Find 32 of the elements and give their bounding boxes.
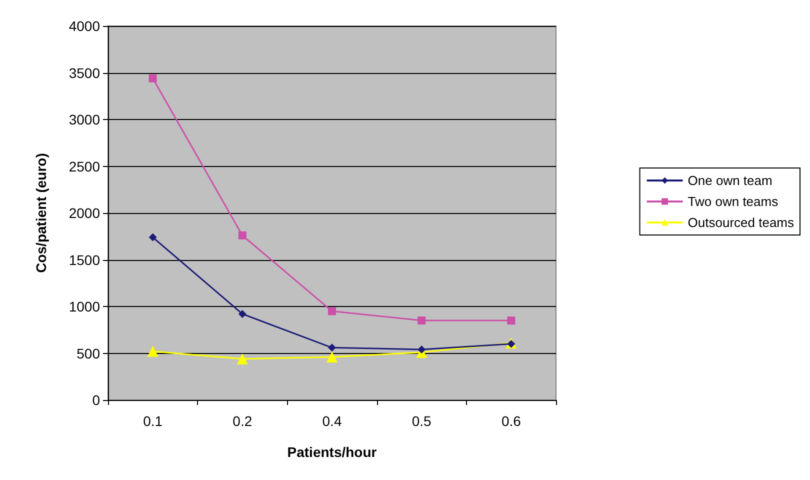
y-tick-label: 500 — [76, 345, 100, 362]
point — [147, 346, 158, 357]
point — [328, 307, 336, 316]
point — [326, 351, 338, 362]
x-tick-label: 0.4 — [322, 413, 342, 429]
legend-label: Two own teams — [688, 194, 779, 209]
point — [148, 233, 157, 242]
y-tick-label: 4000 — [68, 18, 100, 34]
point — [507, 340, 516, 348]
y-tick-label: 1000 — [68, 298, 100, 314]
y-tick-label: 1500 — [68, 252, 100, 268]
y-tick-label: 2000 — [68, 205, 100, 221]
legend-label: One own team — [688, 173, 772, 188]
point — [148, 74, 157, 82]
y-tick-label: 2500 — [68, 158, 100, 174]
x-axis-title: Patients/hour — [287, 444, 378, 460]
point — [238, 231, 246, 240]
y-tick-label: 3000 — [68, 112, 100, 128]
y-tick-label: 0 — [92, 392, 100, 408]
legend-label: Outsourced teams — [688, 215, 794, 230]
point — [418, 346, 426, 354]
y-tick-label: 3500 — [68, 64, 100, 81]
point — [418, 316, 426, 325]
x-tick-label: 0.6 — [501, 413, 522, 429]
y-axis-title: Cos/patient (euro) — [33, 153, 49, 273]
point — [236, 353, 248, 364]
point — [507, 316, 516, 325]
x-tick-label: 0.1 — [143, 413, 163, 429]
point — [328, 344, 336, 352]
x-tick-label: 0.5 — [412, 413, 432, 429]
point — [238, 310, 246, 318]
x-tick-label: 0.2 — [232, 413, 252, 429]
